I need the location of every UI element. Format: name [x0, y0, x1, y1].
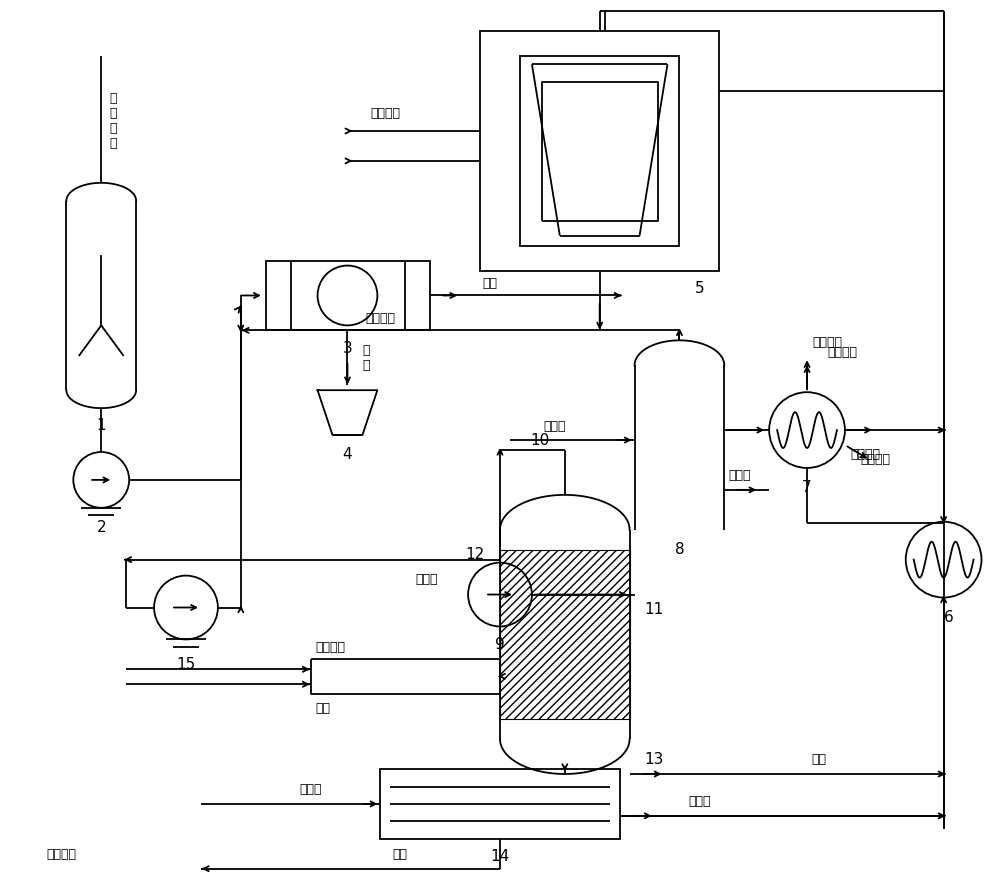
Text: 生化处理: 生化处理 [850, 449, 880, 461]
Text: 滤液: 滤液 [483, 277, 498, 290]
Text: 热浓缩液: 热浓缩液 [365, 312, 395, 325]
Text: 脱硫工段: 脱硫工段 [812, 336, 842, 349]
Text: 7: 7 [802, 480, 812, 495]
Bar [520, 56, 679, 246]
Text: 8: 8 [675, 542, 684, 557]
Text: 焦炉煤气: 焦炉煤气 [316, 641, 346, 654]
Text: 4: 4 [343, 447, 352, 462]
Text: 饱和蒸汽: 饱和蒸汽 [370, 107, 400, 119]
Text: 3: 3 [343, 340, 352, 356]
Text: 热解气: 热解气 [415, 573, 438, 586]
Text: 2: 2 [96, 521, 106, 535]
Text: 软化水: 软化水 [544, 419, 566, 433]
Text: 生化处理: 生化处理 [860, 453, 890, 467]
Text: 蒸汽: 蒸汽 [812, 753, 827, 765]
Bar [500, 549, 630, 719]
Text: 冷凝水: 冷凝水 [688, 796, 711, 808]
Text: 碱液: 碱液 [393, 849, 408, 861]
Text: 5: 5 [695, 281, 704, 296]
Text: 6: 6 [944, 610, 953, 625]
Text: 脱
硫
废
液: 脱 硫 废 液 [109, 92, 117, 150]
Bar [480, 31, 719, 271]
Text: 11: 11 [645, 602, 664, 617]
Bar [266, 261, 430, 331]
Bar [380, 769, 620, 839]
Text: 14: 14 [490, 849, 510, 865]
Text: 10: 10 [531, 433, 550, 447]
Text: 冷凝液: 冷凝液 [728, 470, 751, 482]
Text: 15: 15 [176, 657, 196, 672]
Text: 脱硫工段: 脱硫工段 [827, 346, 857, 358]
Text: 氧气: 氧气 [316, 702, 331, 715]
Text: 1: 1 [96, 418, 106, 433]
Text: 12: 12 [466, 547, 485, 562]
Text: 脱硫碱源: 脱硫碱源 [46, 849, 76, 861]
Text: 滤
渣: 滤 渣 [362, 344, 370, 372]
Text: 9: 9 [495, 637, 505, 652]
Text: 新鲜水: 新鲜水 [299, 783, 322, 797]
Text: 13: 13 [645, 752, 664, 767]
